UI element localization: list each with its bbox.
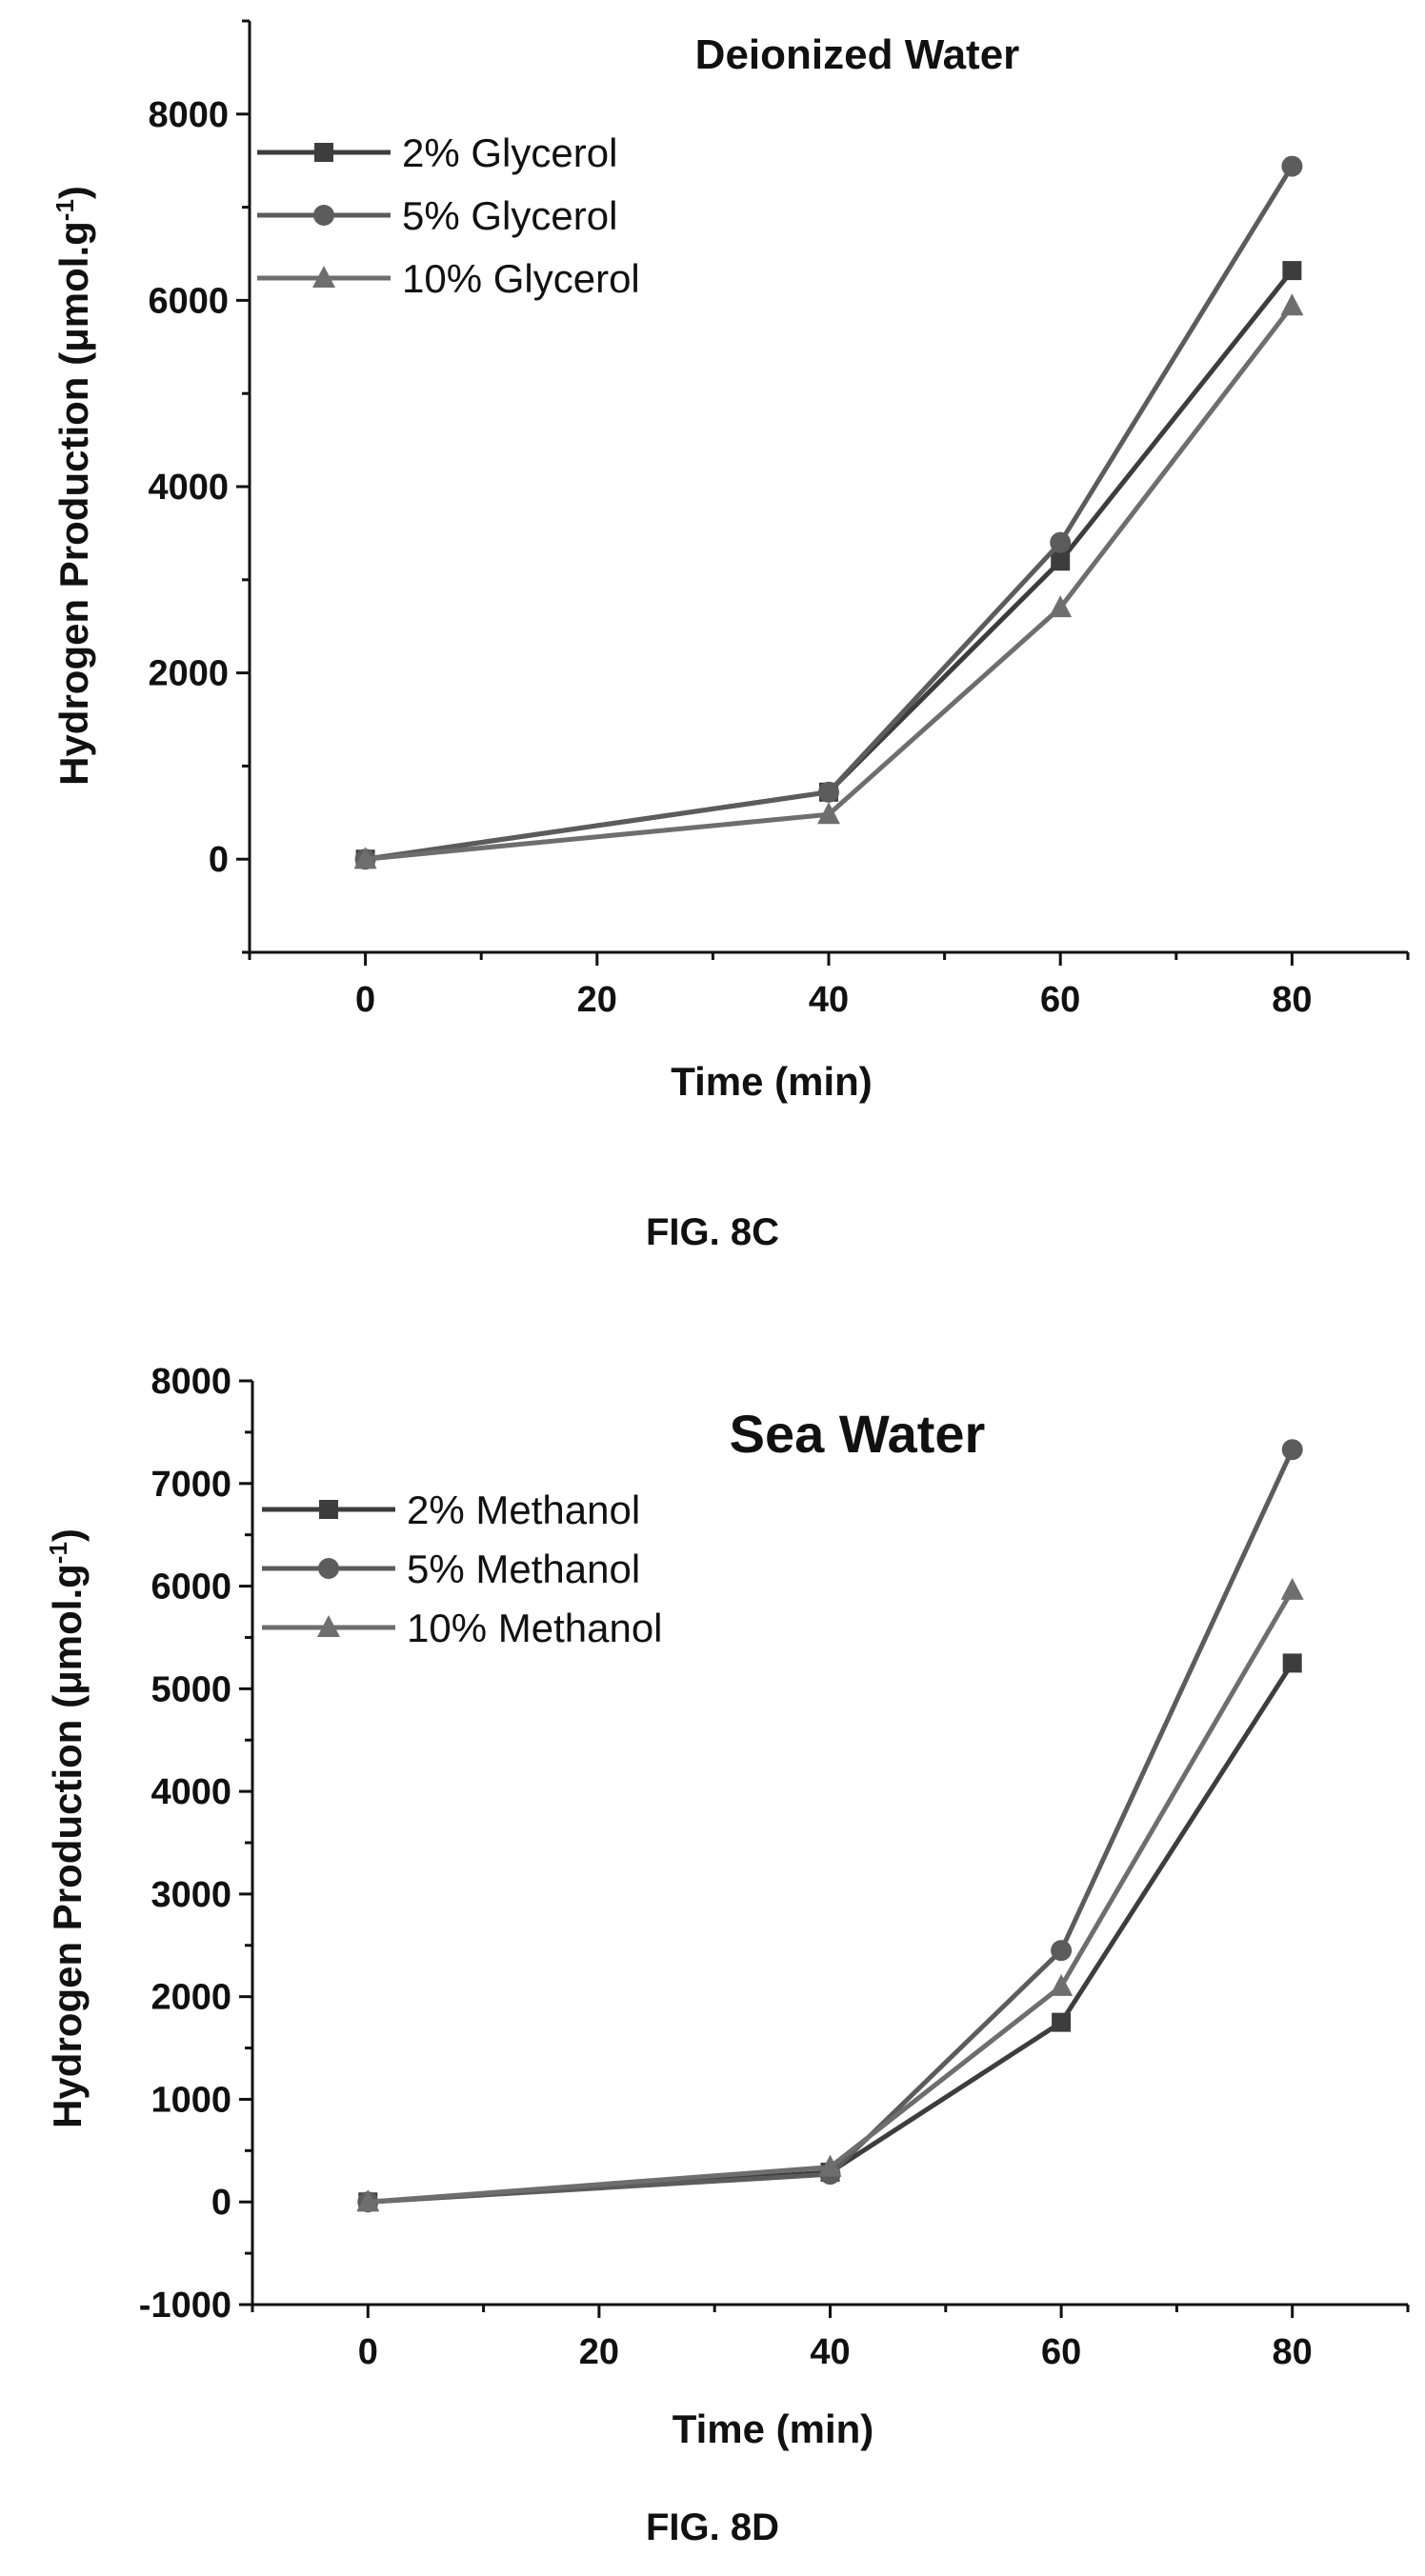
- x-tick-label: 20: [577, 980, 617, 1020]
- data-point: [1050, 1973, 1074, 1996]
- data-point: [356, 2189, 380, 2212]
- series-circle: [357, 1439, 1303, 2213]
- x-axis-title: Time (min): [672, 2406, 874, 2451]
- y-axis-title: Hydrogen Production (μmol.g-1): [50, 186, 96, 786]
- y-axis-title-mu: μ: [45, 1670, 90, 1695]
- x-tick-label: 60: [1041, 2332, 1081, 2372]
- data-point: [818, 2154, 842, 2177]
- series-line: [365, 269, 1295, 862]
- y-axis-title: Hydrogen Production (μmol.g-1): [44, 1528, 90, 2128]
- x-tick-label: 80: [1272, 980, 1312, 1020]
- y-axis-title-unit: mol.g: [45, 1564, 90, 1670]
- data-point: [353, 847, 377, 869]
- figure-caption-8c: FIG. 8C: [645, 1211, 780, 1253]
- y-tick-label: 6000: [148, 281, 229, 321]
- x-tick-label: 60: [1040, 980, 1080, 1020]
- panel-title: Sea Water: [730, 1404, 986, 1464]
- legend-label: 10% Methanol: [407, 1606, 663, 1650]
- x-tick-label: 0: [355, 980, 375, 1020]
- y-tick-label: 0: [211, 2183, 231, 2223]
- legend-item: 5% Glycerol: [257, 193, 617, 238]
- legend-marker: [317, 1615, 340, 1637]
- legend-label: 2% Glycerol: [402, 130, 617, 175]
- legend-item: 2% Methanol: [262, 1488, 640, 1532]
- legend-item: 5% Methanol: [262, 1547, 640, 1591]
- series-square: [355, 261, 1302, 869]
- series-line: [365, 304, 1295, 862]
- y-axis-title-main: Hydrogen Production (: [51, 352, 96, 786]
- data-point: [1051, 1940, 1073, 1962]
- data-point: [1282, 261, 1302, 281]
- legend-label: 5% Glycerol: [402, 193, 617, 238]
- y-axis-title-main: Hydrogen Production (: [45, 1695, 90, 2128]
- x-tick-label: 40: [809, 980, 849, 1020]
- data-point: [1280, 1577, 1304, 1600]
- x-tick-label: 0: [358, 2332, 378, 2372]
- y-tick-label: 8000: [148, 95, 229, 135]
- series-line: [365, 165, 1295, 862]
- data-point: [1281, 1439, 1303, 1461]
- y-tick-label: 6000: [151, 1568, 231, 1608]
- legend-item: 10% Glycerol: [257, 256, 640, 301]
- y-axis-title-mu: μ: [51, 328, 96, 352]
- y-tick-label: -1000: [139, 2286, 231, 2326]
- data-point: [1051, 551, 1071, 571]
- data-point: [1281, 155, 1303, 177]
- series-triangle: [353, 293, 1304, 869]
- y-tick-label: 5000: [151, 1669, 231, 1709]
- series-line: [368, 1588, 1295, 2205]
- y-axis-title-sup: -1: [44, 1542, 72, 1564]
- data-point: [1049, 595, 1073, 618]
- chart-sea-water: 0 20 40 60 80 -1000 0 1000 2000 3000 4000 5000 6000 7…: [44, 1362, 1410, 2451]
- y-axis-title-sup: -1: [50, 199, 79, 221]
- data-point: [817, 802, 840, 825]
- legend-item: 10% Methanol: [262, 1606, 663, 1650]
- y-tick-label: 4000: [148, 468, 229, 508]
- x-tick-label: 80: [1273, 2332, 1313, 2372]
- y-tick-label: 4000: [151, 1772, 231, 1812]
- y-axis-title-unit: mol.g: [51, 221, 96, 328]
- legend-item: 2% Glycerol: [257, 130, 617, 175]
- y-tick-label: 1000: [151, 2080, 231, 2120]
- series-line: [368, 1448, 1295, 2205]
- data-point: [1050, 531, 1072, 553]
- y-axis-title-close: ): [51, 186, 96, 199]
- series-triangle: [356, 1577, 1304, 2212]
- legend-label: 5% Methanol: [407, 1547, 640, 1591]
- data-point: [1282, 1653, 1302, 1673]
- y-tick-label: 2000: [148, 654, 229, 694]
- data-point: [818, 781, 839, 803]
- legend-marker: [318, 1558, 339, 1579]
- y-tick-label: 7000: [151, 1465, 231, 1505]
- legend-marker: [314, 143, 333, 162]
- x-axis-title: Time (min): [671, 1059, 873, 1104]
- legend-marker: [312, 266, 335, 288]
- data-point: [1052, 2012, 1072, 2032]
- y-tick-label: 3000: [151, 1875, 231, 1915]
- legend-marker: [319, 1500, 338, 1519]
- panel-title: Deionized Water: [695, 31, 1020, 78]
- figure-caption-8d: FIG. 8D: [645, 2506, 780, 2548]
- y-tick-label: 2000: [151, 1978, 231, 2018]
- legend-marker: [313, 205, 334, 226]
- legend-label: 2% Methanol: [407, 1488, 640, 1532]
- legend-label: 10% Glycerol: [402, 256, 640, 301]
- y-tick-label: 8000: [151, 1362, 231, 1402]
- chart-deionized-water: 0 20 40 60 80 0 2000 4000 6000 8000 Time (min) Hydr…: [50, 19, 1410, 1104]
- data-point: [1280, 293, 1304, 316]
- x-tick-label: 40: [810, 2332, 850, 2372]
- y-tick-label: 0: [209, 840, 229, 880]
- series-line: [368, 1662, 1295, 2205]
- x-tick-label: 20: [579, 2332, 619, 2372]
- y-axis-title-close: ): [45, 1528, 90, 1542]
